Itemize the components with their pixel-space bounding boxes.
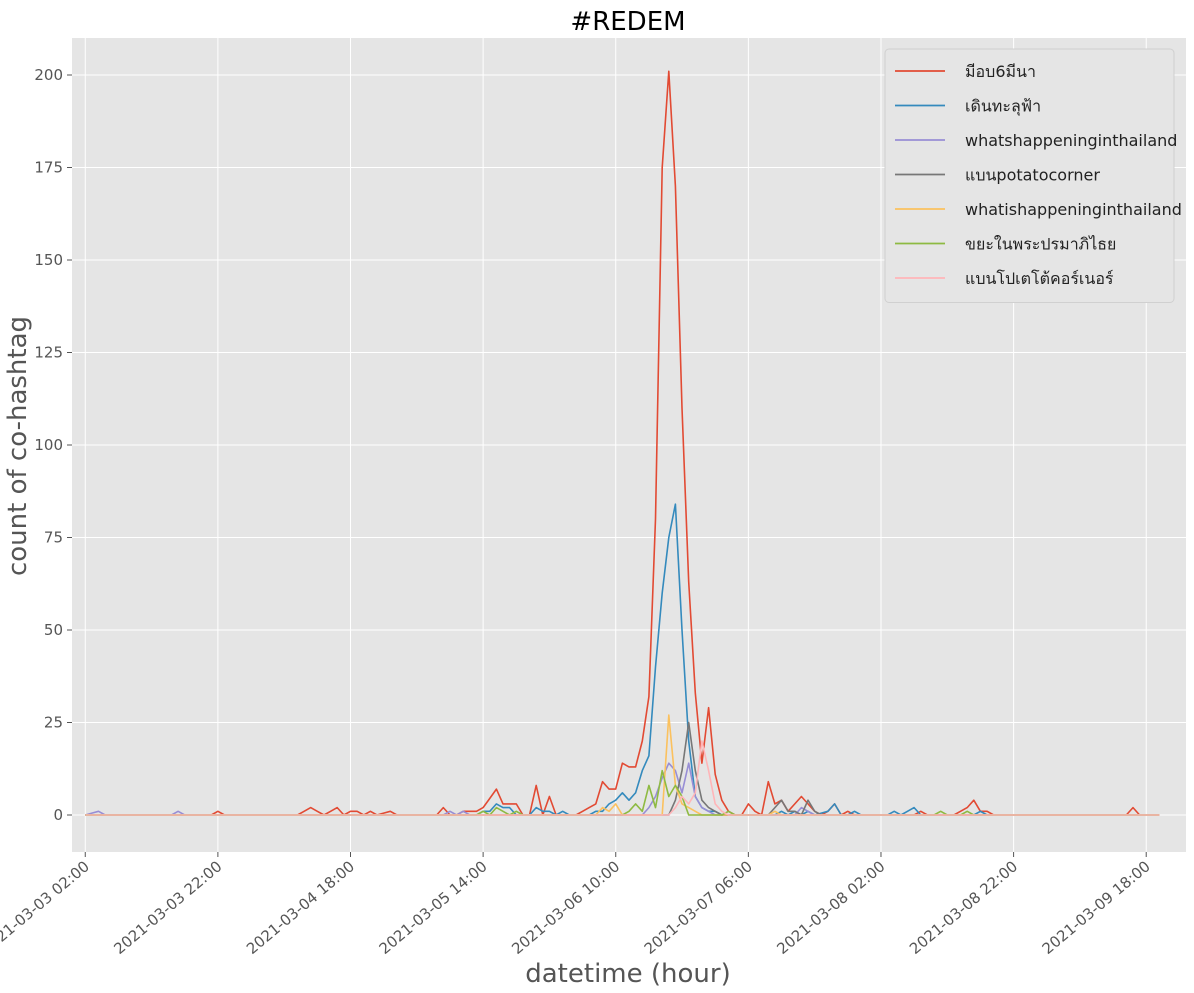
y-tick-label: 25 [44,714,63,732]
x-tick-label: 2021-03-05 14:00 [376,857,491,958]
series-lines [85,70,1160,816]
x-tick-label: 2021-03-08 02:00 [773,857,888,958]
legend-label: whatshappeninginthailand [965,131,1177,150]
x-tick-label: 2021-03-06 10:00 [508,857,623,958]
chart-title: #REDEM [570,7,685,37]
y-tick-label: 0 [53,806,63,824]
legend-label: เดินทะลุฟ้า [965,97,1041,117]
x-tick-label: 2021-03-07 06:00 [641,857,756,958]
y-axis-ticks: 0 25 50 75 100 125 150 175 200 [34,66,72,824]
x-tick-label: 2021-03-04 18:00 [243,857,358,958]
y-tick-label: 50 [44,621,63,639]
x-axis-ticks: 2021-03-03 02:00 2021-03-03 22:00 2021-03-… [0,852,1154,958]
x-tick-label: 2021-03-03 02:00 [0,857,93,958]
legend-box [884,48,1175,303]
legend-label: แบนโปเตโต้คอร์เนอร์ [965,269,1114,288]
legend-label: แบนpotatocorner [965,166,1100,185]
x-tick-label: 2021-03-03 22:00 [110,857,225,958]
series-line [85,740,1160,816]
legend-label: มีอบ6มีนา [965,62,1036,81]
y-tick-label: 150 [34,251,63,269]
x-tick-label: 2021-03-09 18:00 [1039,857,1154,958]
y-axis-label: count of co-hashtag [3,316,33,576]
legend-label: whatishappeninginthailand [965,200,1182,219]
grid-lines [72,38,1186,852]
x-axis-label: datetime (hour) [525,959,730,989]
x-tick-label: 2021-03-08 22:00 [906,857,1021,958]
y-tick-label: 175 [34,159,63,177]
y-tick-label: 125 [34,344,63,362]
y-tick-label: 200 [34,66,63,84]
y-tick-label: 100 [34,436,63,454]
legend-label: ขยะในพระปรมาภิไธย [965,235,1116,254]
y-tick-label: 75 [44,529,63,547]
